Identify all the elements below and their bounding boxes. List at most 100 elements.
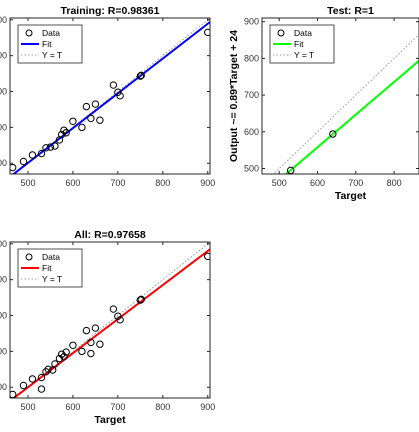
data-point <box>78 347 86 356</box>
x-tick-label: 700 <box>348 178 363 188</box>
data-point <box>28 375 37 383</box>
x-tick-label: 500 <box>20 178 35 188</box>
data-point <box>96 116 104 124</box>
chart-panel-3: 500 600 700 800 900 500 600 700 800 900 All: R=0.9… <box>0 229 215 426</box>
legend-label-fit: Fit <box>42 263 52 273</box>
legend-label-fit: Fit <box>42 39 52 49</box>
data-point <box>62 129 70 137</box>
data-point <box>37 385 46 393</box>
data-point <box>19 381 28 390</box>
x-axis-label: Target <box>335 190 367 202</box>
axes-box <box>9 17 211 175</box>
legend-label-data: Data <box>294 28 312 38</box>
x-tick-label: 800 <box>387 178 402 188</box>
legend-label-identity: Y = T <box>294 50 314 60</box>
data-point <box>137 295 145 304</box>
legend-label-identity: Y = T <box>42 274 62 284</box>
x-tick-label: 700 <box>110 178 125 188</box>
chart-panel-2: 500 600 700 800 500 600 700 800 900 Test: R=1 Targ… <box>228 5 419 202</box>
x-tick-label: 500 <box>20 402 35 412</box>
data-point <box>204 252 210 261</box>
x-tick-label: 600 <box>65 178 80 188</box>
y-axis-label: Output ~= 0.89*Target + 24 <box>228 30 240 162</box>
x-tick-label: 600 <box>65 402 80 412</box>
data-point <box>87 349 95 358</box>
data-point <box>51 360 59 368</box>
data-point <box>60 353 68 361</box>
data-point <box>37 373 46 382</box>
y-tick-label: 900 <box>244 17 259 27</box>
y-tick-label: 900 <box>0 239 7 249</box>
x-tick-label: 500 <box>272 178 287 188</box>
data-point <box>78 123 86 132</box>
data-point <box>109 81 118 89</box>
data-point <box>19 157 28 166</box>
data-point <box>60 126 68 134</box>
chart-title: All: R=0.97658 <box>74 229 146 241</box>
y-tick-label: 600 <box>0 346 7 356</box>
data-point <box>116 92 124 100</box>
data-point <box>57 350 66 358</box>
y-tick-label: 800 <box>244 53 259 63</box>
data-point <box>37 149 46 158</box>
data-point <box>136 72 145 80</box>
axes-box <box>261 17 419 175</box>
legend-label-identity: Y = T <box>42 50 62 60</box>
data-point <box>329 130 337 138</box>
data-point <box>204 28 210 37</box>
y-tick-label: 600 <box>0 122 7 132</box>
y-tick-label: 500 <box>0 158 7 168</box>
y-tick-label: 700 <box>0 311 7 321</box>
data-point <box>114 312 122 320</box>
identity-line <box>272 34 419 174</box>
data-point <box>46 143 55 151</box>
data-point <box>69 341 77 349</box>
data-point <box>137 71 145 80</box>
data-point <box>87 338 95 347</box>
data-point <box>114 88 122 96</box>
data-point <box>109 305 118 313</box>
data-point <box>42 368 50 376</box>
chart-panel-1: 500 600 700 800 900 500 600 700 800 900 Training: … <box>0 5 215 188</box>
legend-label-data: Data <box>42 252 60 262</box>
fit-line <box>12 248 210 398</box>
x-axis-label: Target <box>94 414 126 426</box>
y-tick-label: 500 <box>244 163 259 173</box>
y-tick-label: 600 <box>244 127 259 137</box>
y-tick-label: 500 <box>0 382 7 392</box>
chart-title: Training: R=0.98361 <box>61 5 160 17</box>
x-tick-label: 700 <box>110 402 125 412</box>
x-tick-label: 800 <box>155 402 170 412</box>
data-point <box>96 340 104 348</box>
chart-title: Test: R=1 <box>327 5 374 17</box>
data-point <box>57 130 66 139</box>
y-tick-label: 700 <box>244 90 259 100</box>
data-point <box>91 100 100 108</box>
x-tick-label: 900 <box>200 402 215 412</box>
data-point <box>136 296 145 304</box>
legend-data-marker <box>277 29 285 37</box>
y-tick-label: 800 <box>0 275 7 285</box>
legend-label-data: Data <box>42 28 60 38</box>
y-tick-label: 800 <box>0 51 7 61</box>
data-point <box>87 114 95 123</box>
legend-data-marker <box>25 253 33 261</box>
data-point <box>51 142 59 150</box>
x-tick-label: 600 <box>310 178 325 188</box>
axes-box <box>9 241 211 399</box>
data-point <box>10 163 17 172</box>
data-point <box>55 354 64 363</box>
data-point <box>69 117 77 125</box>
data-point <box>82 326 91 335</box>
data-point <box>116 316 124 324</box>
data-point <box>82 102 91 111</box>
y-tick-label: 900 <box>0 15 7 25</box>
legend-label-fit: Fit <box>294 39 304 49</box>
data-point <box>28 151 37 159</box>
data-point <box>62 348 70 356</box>
legend-data-marker <box>25 29 33 37</box>
